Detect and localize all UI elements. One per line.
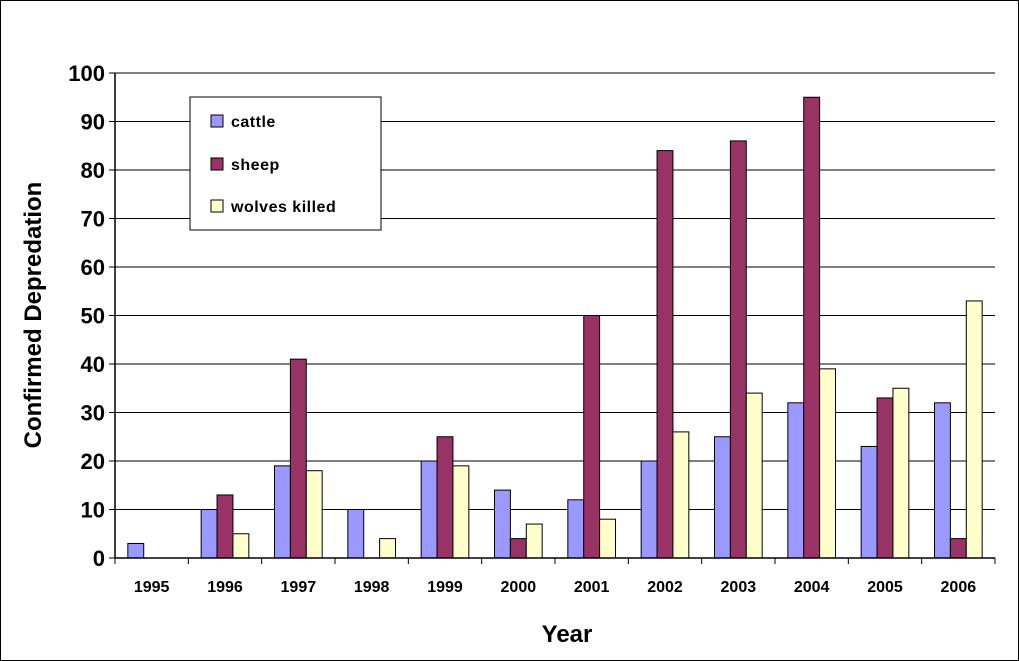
- bar-cattle-2000: [493, 489, 511, 559]
- bar-wolves-killed-1998: [379, 538, 397, 559]
- bar-cattle-1995: [127, 542, 145, 559]
- x-tick-label: 2002: [647, 579, 683, 596]
- bar-sheep-2004: [803, 96, 821, 559]
- bar-sheep-1996: [216, 494, 234, 559]
- bar-cattle-1999: [420, 460, 438, 559]
- bar-sheep-1997: [289, 358, 307, 559]
- bar-cattle-1997: [273, 465, 291, 559]
- bar-sheep-2005: [876, 397, 894, 559]
- bar-cattle-1998: [347, 509, 365, 559]
- y-tick-label: 0: [93, 546, 105, 571]
- x-tick-label: 2003: [721, 579, 757, 596]
- x-axis-title: Year: [542, 621, 593, 648]
- y-tick-label: 70: [81, 207, 105, 232]
- bar-cattle-2004: [787, 402, 805, 559]
- legend-label-cattle: cattle: [231, 114, 276, 131]
- y-tick-label: 90: [81, 110, 105, 135]
- legend-label-wolves-killed: wolves killed: [230, 199, 336, 216]
- bar-cattle-1996: [200, 509, 218, 559]
- bar-cattle-2001: [567, 499, 585, 559]
- x-tick-label: 1997: [281, 579, 317, 596]
- legend-swatch-cattle: [210, 114, 224, 128]
- y-tick-label: 10: [81, 498, 105, 523]
- bar-wolves-killed-1999: [452, 465, 470, 559]
- tick-labels: 0 10 20 30 40 50 60 70 80 90 100 1995 1996 1997 1998 19…: [68, 61, 976, 596]
- x-tick-label: 2004: [794, 579, 830, 596]
- bar-wolves-killed-1996: [232, 533, 250, 559]
- y-tick-label: 80: [81, 158, 105, 183]
- bar-cattle-2005: [860, 445, 878, 559]
- x-tick-label: 2000: [501, 579, 537, 596]
- x-tick-label: 1996: [207, 579, 243, 596]
- legend-label-sheep: sheep: [231, 157, 280, 174]
- y-tick-label: 30: [81, 401, 105, 426]
- bar-wolves-killed-2001: [599, 518, 617, 559]
- legend-swatch-sheep: [210, 157, 224, 171]
- bar-wolves-killed-2005: [892, 387, 910, 559]
- legend-swatch-wolves-killed: [210, 199, 224, 213]
- y-tick-label: 20: [81, 449, 105, 474]
- bar-wolves-killed-2002: [672, 431, 690, 559]
- bar-cattle-2002: [640, 460, 658, 559]
- bar-wolves-killed-1997: [305, 470, 323, 559]
- bar-sheep-2002: [656, 150, 674, 559]
- x-tick-label: 1995: [134, 579, 170, 596]
- legend: cattle sheep wolves killed: [189, 96, 382, 231]
- x-tick-label: 2001: [574, 579, 610, 596]
- bar-sheep-2006: [949, 538, 967, 559]
- bar-wolves-killed-2006: [965, 300, 983, 559]
- bar-cattle-2003: [713, 436, 731, 559]
- bar-cattle-2006: [933, 402, 951, 559]
- y-tick-label: 100: [68, 61, 105, 86]
- x-tick-label: 2005: [867, 579, 903, 596]
- y-tick-label: 60: [81, 255, 105, 280]
- bar-wolves-killed-2003: [745, 392, 763, 559]
- bars: [127, 96, 983, 559]
- bar-sheep-2000: [509, 538, 527, 559]
- x-tick-label: 1998: [354, 579, 390, 596]
- bar-wolves-killed-2004: [819, 368, 837, 559]
- bar-sheep-2001: [583, 315, 601, 559]
- bar-wolves-killed-2000: [525, 523, 543, 559]
- y-tick-label: 40: [81, 352, 105, 377]
- y-axis-title: Confirmed Depredation: [20, 182, 47, 449]
- y-tick-label: 50: [81, 304, 105, 329]
- x-tick-label: 2006: [941, 579, 977, 596]
- bar-sheep-1999: [436, 436, 454, 559]
- x-tick-label: 1999: [427, 579, 463, 596]
- bar-sheep-2003: [729, 140, 747, 559]
- axes: [109, 72, 996, 564]
